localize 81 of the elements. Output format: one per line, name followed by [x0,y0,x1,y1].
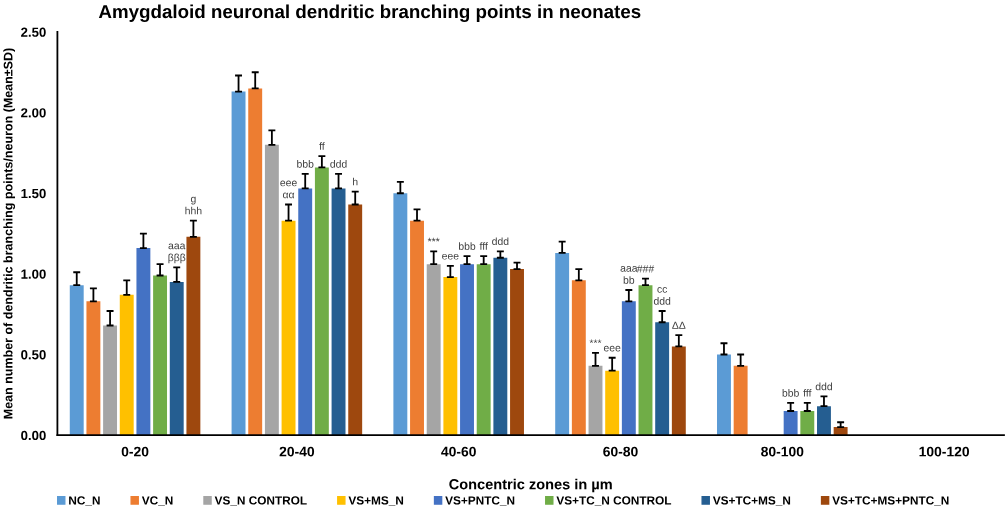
bar [733,365,748,436]
legend-label: VS+TC_N CONTROL [556,496,672,506]
bar [393,193,408,436]
data-label: h [353,177,358,186]
data-label: ΔΔ [672,321,686,329]
x-axis-title: Concentric zones in µm [449,478,612,493]
bar [783,410,798,436]
bar [186,236,201,436]
bar [264,144,279,436]
data-label: ff [319,142,325,150]
bar [281,220,296,436]
bar [248,88,263,436]
bar [426,264,441,436]
data-label: fff [803,389,812,397]
bar [476,264,491,436]
x-tick-label: 20-40 [279,446,315,457]
data-label: aaa βββ [168,243,186,264]
legend-label: VS+MS_N [348,496,404,506]
bar [571,280,586,436]
bar [621,301,636,436]
data-label: ### [636,265,655,273]
legend-label: VC_N [141,496,173,506]
data-label: aaa bb [620,266,638,284]
x-tick-label: 40-60 [441,446,476,457]
data-label: *** [589,339,602,344]
data-label: ddd [815,382,832,391]
y-tick-label: 1.00 [21,269,46,279]
x-tick-label: 80-100 [761,446,804,457]
y-tick-label: 0.50 [21,350,46,360]
data-label: g hhh [185,196,202,215]
bar [717,354,731,436]
bar [555,252,570,436]
bar [510,269,524,436]
legend-label: VS_N CONTROL [214,496,307,506]
bar [231,91,246,436]
y-tick-label: 0.00 [21,430,46,441]
legend-label: VS+PNTC_N [445,496,515,506]
bar [671,346,686,436]
data-label: *** [427,237,440,242]
y-tick-label: 1.50 [21,188,46,199]
data-label: eee αα [280,180,297,199]
x-tick-label: 60-80 [603,446,638,457]
bar [410,220,424,436]
data-label: cc ddd [653,287,671,305]
bar [136,248,151,436]
y-tick-label: 2.00 [21,108,46,118]
bar [119,294,134,436]
bar [153,275,168,436]
data-label: bbb [459,242,476,250]
data-label: bbb [297,160,314,168]
data-label: ddd [492,237,509,246]
bar [460,264,474,436]
bar [331,188,346,436]
data-label: bbb [782,389,799,397]
legend-label: VS+TC+MS_N [712,496,791,506]
data-label: eee [603,345,621,352]
legend-label: NC_N [69,496,100,506]
bar [655,322,670,436]
data-label: ddd [330,160,347,168]
bar [493,257,508,436]
x-tick-label: 100-120 [919,446,970,457]
bar [800,410,815,436]
data-label: fff [479,242,488,250]
legend-label: VS+TC+MS+PNTC_N [832,496,949,506]
bar [638,285,653,436]
data-label: eee [442,253,459,260]
bar [314,167,329,436]
x-tick-label: 0-20 [121,446,149,457]
chart-title: Amygdaloid neuronal dendritic branching points in neonates [98,4,641,23]
y-tick-label: 2.50 [21,27,46,37]
bar [86,301,101,436]
bar [817,406,831,436]
bar [69,285,84,436]
bar [605,370,620,436]
y-axis-title: Mean number of dendritic branching points/neuron (Mean±SD) [3,48,16,419]
bar [298,188,313,436]
bar [443,277,458,436]
bar [103,325,118,436]
bar [588,365,603,436]
bar [348,204,363,436]
bar [169,281,184,436]
